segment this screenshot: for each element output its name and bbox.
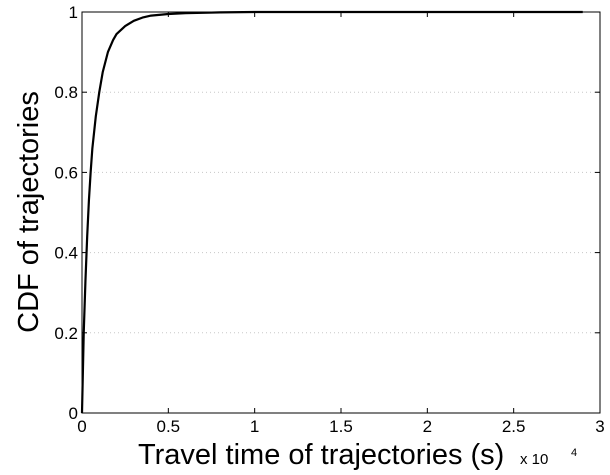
y-tick-label: 0.2 [54, 324, 78, 343]
x-axis-ticks: 0 0.5 1 1.5 2 2.5 3 [77, 12, 605, 436]
cdf-series-line [80, 10, 583, 414]
data-series [80, 10, 583, 414]
x-tick-label: 0.5 [157, 417, 181, 436]
x-tick-label: 1.5 [329, 417, 353, 436]
x-tick-label: 2 [423, 417, 432, 436]
y-tick-label: 0 [69, 404, 78, 423]
y-axis-ticks: 0 0.2 0.4 0.6 0.8 1 [54, 3, 600, 423]
plot-area-frame [81, 11, 601, 414]
x-tick-label: 2.5 [502, 417, 526, 436]
y-tick-label: 0.6 [54, 163, 78, 182]
x-axis-title: Travel time of trajectories (s) [138, 439, 504, 471]
y-tick-label: 0.4 [54, 244, 78, 263]
x-tick-label: 3 [595, 417, 604, 436]
y-tick-label: 1 [69, 3, 78, 22]
x-axis-multiplier: x 10 [520, 451, 548, 468]
x-tick-label: 1 [250, 417, 259, 436]
grid-lines [82, 91, 600, 334]
y-tick-label: 0.8 [54, 83, 78, 102]
x-tick-label: 0 [77, 417, 86, 436]
x-axis-multiplier-exponent: 4 [571, 447, 577, 459]
y-axis-title: CDF of trajectories [13, 91, 45, 333]
